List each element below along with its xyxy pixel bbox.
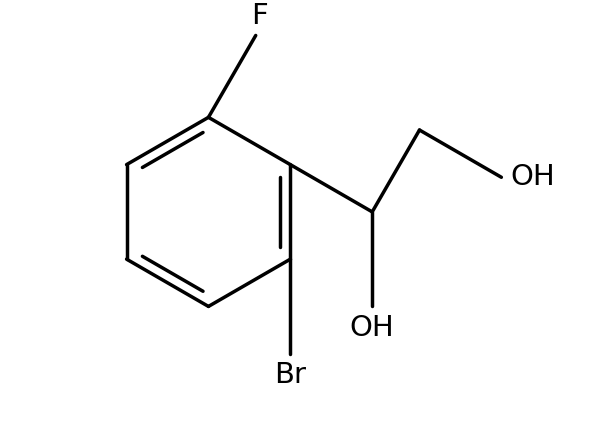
Text: F: F	[251, 2, 268, 30]
Text: OH: OH	[350, 314, 395, 342]
Text: Br: Br	[275, 361, 307, 389]
Text: OH: OH	[511, 163, 556, 191]
